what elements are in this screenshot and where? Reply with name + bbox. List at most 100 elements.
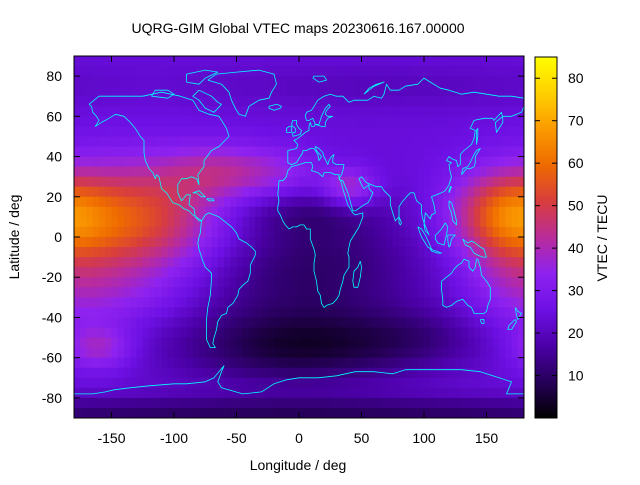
heatmap-cell [255, 287, 263, 298]
heatmap-cell [99, 66, 106, 77]
heatmap-cell [267, 337, 275, 349]
heatmap-cell [99, 327, 106, 339]
colorbar-tick-label: 10 [568, 368, 584, 384]
heatmap-cell [142, 66, 150, 77]
heatmap-cell [299, 347, 306, 359]
heatmap-cell [117, 196, 125, 208]
heatmap-cell [474, 377, 481, 389]
heatmap-cell [180, 156, 188, 168]
heatmap-cell [311, 297, 319, 308]
heatmap-cell [74, 216, 81, 228]
heatmap-cell [267, 186, 275, 198]
heatmap-cell [224, 216, 231, 228]
heatmap-cell [142, 267, 150, 278]
heatmap-cell [211, 337, 219, 349]
heatmap-cell [461, 66, 469, 77]
heatmap-cell [461, 317, 469, 329]
heatmap-cell [505, 206, 513, 218]
heatmap-cell [455, 327, 463, 339]
heatmap-cell [317, 357, 325, 369]
heatmap-cell [261, 327, 269, 339]
heatmap-cell [405, 186, 413, 198]
x-tick-label: 50 [354, 430, 370, 446]
heatmap-cell [74, 237, 81, 248]
heatmap-cell [192, 226, 200, 238]
heatmap-cell [274, 136, 281, 148]
heatmap-cell [480, 327, 488, 339]
heatmap-cell [136, 327, 144, 339]
heatmap-cell [336, 277, 344, 288]
heatmap-cell [274, 367, 281, 379]
heatmap-cell [336, 407, 344, 418]
heatmap-cell [224, 277, 231, 288]
heatmap-cell [386, 186, 394, 198]
heatmap-cell [511, 297, 519, 308]
heatmap-cell [361, 347, 369, 359]
heatmap-cell [161, 96, 169, 107]
heatmap-cell [424, 126, 431, 138]
heatmap-cell [174, 377, 181, 389]
heatmap-cell [199, 186, 206, 198]
heatmap-cell [230, 56, 238, 67]
coastline-north-america [88, 91, 230, 222]
heatmap-cell [180, 237, 188, 248]
heatmap-cell [280, 337, 288, 349]
heatmap-cell [86, 357, 94, 369]
heatmap-cell [442, 247, 450, 258]
heatmap-cell [180, 216, 188, 228]
heatmap-cell [242, 206, 250, 218]
heatmap-cell [130, 76, 138, 87]
coastline-south-america [197, 212, 256, 349]
heatmap-cell [124, 226, 131, 238]
heatmap-cell [267, 367, 275, 379]
heatmap-cell [417, 237, 425, 248]
heatmap-cell [286, 186, 294, 198]
heatmap-cell [486, 247, 494, 258]
heatmap-cell [361, 257, 369, 268]
heatmap-cell [411, 407, 419, 418]
heatmap-cell [386, 327, 394, 339]
heatmap-cell [236, 86, 244, 97]
heatmap-cell [430, 247, 438, 258]
heatmap-cell [517, 247, 524, 258]
heatmap-cell [467, 126, 475, 138]
heatmap-cell [136, 357, 144, 369]
heatmap-cell [317, 196, 325, 208]
heatmap-cell [274, 166, 281, 178]
heatmap-cell [467, 387, 475, 399]
heatmap-cell [455, 347, 463, 359]
heatmap-cell [317, 337, 325, 349]
heatmap-cell [249, 267, 256, 278]
heatmap-cell [149, 196, 156, 208]
heatmap-cell [99, 237, 106, 248]
heatmap-cell [167, 287, 175, 298]
heatmap-cell [167, 226, 175, 238]
heatmap-cell [74, 397, 81, 409]
heatmap-cell [474, 307, 481, 319]
heatmap-cell [336, 196, 344, 208]
heatmap-cell [92, 66, 100, 77]
heatmap-cell [405, 347, 413, 359]
heatmap-cell [449, 387, 456, 399]
heatmap-cell [336, 226, 344, 238]
heatmap-cell [217, 126, 225, 138]
heatmap-cell [192, 146, 200, 158]
heatmap-cell [230, 156, 238, 168]
heatmap-cell [261, 367, 269, 379]
heatmap-cell [386, 387, 394, 399]
heatmap-cell [355, 166, 363, 178]
heatmap-cell [99, 76, 106, 87]
heatmap-cell [405, 196, 413, 208]
heatmap-cell [249, 96, 256, 107]
heatmap-cell [505, 277, 513, 288]
coastline-ireland [286, 126, 292, 133]
heatmap-cell [499, 126, 506, 138]
heatmap-cell [117, 247, 125, 258]
heatmap-cell [199, 146, 206, 158]
heatmap-cell [205, 116, 213, 127]
heatmap-cell [236, 247, 244, 258]
coastline-tasmania [479, 319, 485, 324]
x-tick-label: -150 [97, 430, 125, 446]
heatmap-cell [367, 247, 375, 258]
heatmap-cell [130, 96, 138, 107]
